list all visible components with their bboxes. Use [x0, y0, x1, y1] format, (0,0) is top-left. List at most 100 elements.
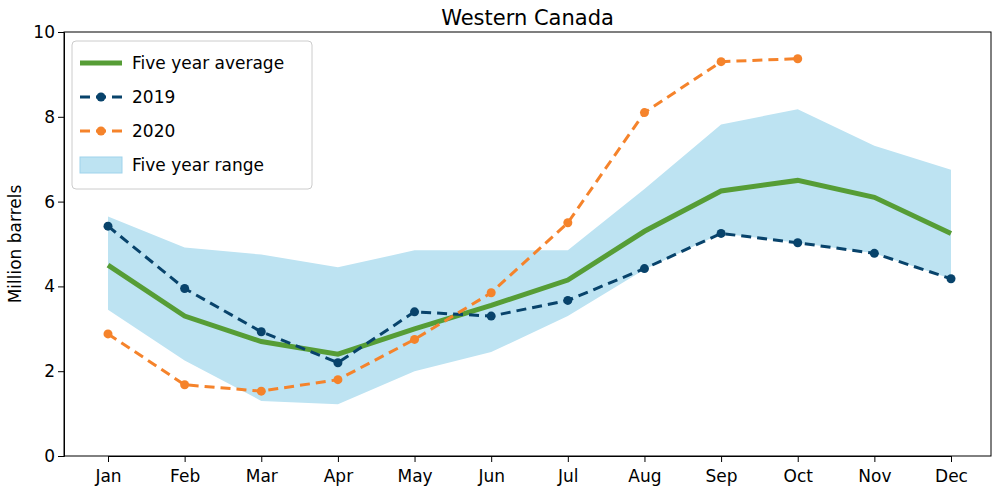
y-tick: 6 — [44, 192, 64, 212]
x-tick-label: Sep — [706, 466, 738, 486]
series-marker — [487, 312, 496, 321]
x-tick-mark — [338, 456, 339, 462]
legend-item: 2019 — [80, 87, 175, 107]
y-tick-mark — [58, 286, 64, 287]
x-tick-mark — [644, 456, 645, 462]
legend-marker — [97, 127, 106, 136]
legend-label: 2020 — [132, 121, 175, 141]
y-tick: 10 — [33, 22, 64, 42]
legend-item: Five year average — [80, 53, 284, 73]
y-tick: 2 — [44, 361, 64, 381]
y-tick: 0 — [44, 446, 64, 466]
x-tick-mark — [874, 456, 875, 462]
y-tick: 4 — [44, 276, 64, 296]
y-tick-mark — [58, 456, 64, 457]
y-axis-line — [58, 33, 65, 457]
x-tick: Apr — [324, 456, 353, 486]
series-marker — [257, 327, 266, 336]
series-marker — [180, 284, 189, 293]
x-tick: Jun — [477, 456, 505, 486]
y-tick-mark — [58, 202, 64, 203]
x-tick-label: Dec — [935, 466, 968, 486]
legend-swatch — [80, 157, 122, 173]
x-tick-label: Nov — [858, 466, 891, 486]
legend-item: Five year range — [80, 155, 264, 175]
x-tick-mark — [798, 456, 799, 462]
series-marker — [563, 296, 572, 305]
series-marker — [180, 380, 189, 389]
series-marker — [257, 387, 266, 396]
x-tick: Dec — [935, 456, 968, 486]
y-tick: 8 — [44, 107, 64, 127]
x-tick: Jan — [94, 456, 121, 486]
y-tick-label: 0 — [44, 446, 55, 466]
series-line — [108, 226, 951, 363]
x-tick-label: Oct — [784, 466, 814, 486]
series-marker — [793, 238, 802, 247]
series-marker — [333, 375, 342, 384]
y-tick-label: 10 — [33, 22, 55, 42]
x-tick-label: Jul — [557, 466, 579, 486]
x-tick-mark — [261, 456, 262, 462]
legend-marker — [97, 93, 106, 102]
legend-label: Five year range — [132, 155, 264, 175]
x-tick: Sep — [706, 456, 738, 486]
x-tick: May — [397, 456, 432, 486]
series-marker — [487, 288, 496, 297]
series-marker — [563, 218, 572, 227]
x-tick-mark — [185, 456, 186, 462]
series-marker — [333, 358, 342, 367]
y-tick-mark — [58, 371, 64, 372]
x-tick: Jul — [557, 456, 579, 486]
series-marker — [793, 54, 802, 63]
y-axis: 0 2 4 6 8 10 — [33, 22, 64, 466]
x-tick-label: Apr — [324, 466, 353, 486]
series-marker — [104, 329, 113, 338]
legend-box — [72, 41, 312, 189]
y-tick-label: 6 — [44, 192, 55, 212]
chart-title: Western Canada — [441, 6, 614, 30]
x-tick-mark — [951, 456, 952, 462]
x-tick-label: May — [397, 466, 432, 486]
y-tick-mark — [58, 32, 64, 33]
x-tick-mark — [108, 456, 109, 462]
series-marker — [104, 222, 113, 231]
series-line — [108, 180, 951, 354]
series-marker — [947, 274, 956, 283]
x-tick-label: Mar — [246, 466, 278, 486]
x-tick-label: Feb — [170, 466, 200, 486]
x-tick-mark — [568, 456, 569, 462]
x-tick-label: Jun — [477, 466, 505, 486]
series-marker — [410, 335, 419, 344]
x-tick: Aug — [628, 456, 661, 486]
x-tick-mark — [491, 456, 492, 462]
series-marker — [640, 108, 649, 117]
series-marker — [717, 229, 726, 238]
legend-label: 2019 — [132, 87, 175, 107]
legend-item: 2020 — [80, 121, 175, 141]
legend: Five year average 2019 2020 Five year range — [72, 41, 312, 189]
y-tick-label: 4 — [44, 276, 55, 296]
x-axis-line — [109, 457, 952, 463]
series-marker — [870, 249, 879, 258]
x-tick-mark — [721, 456, 722, 462]
legend-swatch — [80, 61, 122, 66]
series-marker — [410, 307, 419, 316]
y-axis-title: Million barrels — [5, 185, 25, 304]
y-tick-label: 2 — [44, 361, 55, 381]
series-marker — [717, 57, 726, 66]
x-tick: Nov — [858, 456, 891, 486]
chart: 0 2 4 6 8 10 Jan Feb Mar Apr May Jun Jul Aug Sep Oct Nov… — [0, 0, 1001, 490]
x-tick: Oct — [784, 456, 814, 486]
series-marker — [640, 264, 649, 273]
plot-frame — [64, 32, 991, 456]
x-tick-label: Aug — [628, 466, 661, 486]
x-tick: Mar — [246, 456, 278, 486]
y-tick-label: 8 — [44, 107, 55, 127]
legend-label: Five year average — [132, 53, 284, 73]
x-tick-label: Jan — [94, 466, 121, 486]
x-tick: Feb — [170, 456, 200, 486]
y-tick-mark — [58, 117, 64, 118]
x-axis: Jan Feb Mar Apr May Jun Jul Aug Sep Oct Nov Dec — [94, 456, 968, 486]
x-tick-mark — [415, 456, 416, 462]
